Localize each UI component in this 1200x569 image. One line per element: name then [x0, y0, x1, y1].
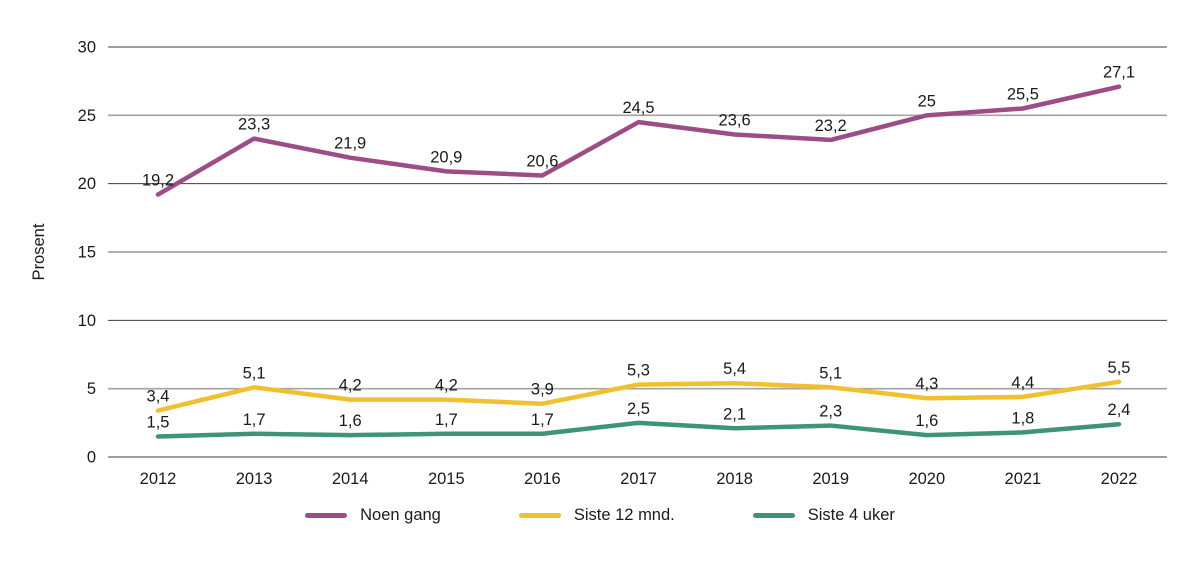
data-label-series0-2017: 24,5 — [622, 99, 654, 117]
series-line-1 — [155, 379, 1122, 413]
x-tick-label-2018: 2018 — [716, 470, 753, 488]
y-tick-label-15: 15 — [78, 244, 96, 262]
data-label-series2-2016: 1,7 — [531, 411, 554, 429]
data-label-series1-2013: 5,1 — [243, 364, 266, 382]
data-label-series2-2015: 1,7 — [435, 411, 458, 429]
data-label-series2-2022: 2,4 — [1108, 401, 1131, 419]
data-label-series2-2018: 2,1 — [723, 405, 746, 423]
data-label-series1-2016: 3,9 — [531, 381, 554, 399]
data-label-series0-2021: 25,5 — [1007, 86, 1039, 104]
data-label-series2-2013: 1,7 — [243, 411, 266, 429]
x-tick-label-2015: 2015 — [428, 470, 465, 488]
series-line-2 — [155, 420, 1122, 439]
data-label-series1-2021: 4,4 — [1011, 374, 1034, 392]
data-label-series1-2018: 5,4 — [723, 360, 746, 378]
y-tick-label-0: 0 — [87, 449, 96, 467]
legend-label-siste-12-mnd: Siste 12 mnd. — [573, 506, 675, 524]
y-tick-label-10: 10 — [78, 312, 96, 330]
data-label-series1-2022: 5,5 — [1108, 359, 1131, 377]
data-label-series2-2012: 1,5 — [147, 414, 170, 432]
x-tick-label-2021: 2021 — [1005, 470, 1042, 488]
legend-swatch-siste-12-mnd — [518, 513, 561, 518]
series-line-0 — [155, 84, 1122, 197]
x-tick-label-2012: 2012 — [140, 470, 177, 488]
legend-item-siste-4-uker: Siste 4 uker — [752, 506, 895, 525]
data-label-series2-2014: 1,6 — [339, 412, 362, 430]
data-label-series1-2017: 5,3 — [627, 362, 650, 380]
x-tick-label-2017: 2017 — [620, 470, 657, 488]
data-label-series0-2012: 19,2 — [142, 172, 174, 190]
data-label-series2-2019: 2,3 — [819, 403, 842, 421]
legend-swatch-siste-4-uker — [752, 513, 795, 518]
data-label-series2-2020: 1,6 — [915, 412, 938, 430]
data-label-series0-2014: 21,9 — [334, 135, 366, 153]
x-tick-label-2020: 2020 — [908, 470, 945, 488]
data-label-series0-2015: 20,9 — [430, 148, 462, 166]
legend-item-siste-12-mnd: Siste 12 mnd. — [518, 506, 675, 525]
legend-item-noen-gang: Noen gang — [305, 506, 441, 525]
data-label-series1-2019: 5,1 — [819, 364, 842, 382]
y-tick-label-30: 30 — [78, 39, 96, 57]
legend-swatch-noen-gang — [305, 513, 348, 518]
x-tick-label-2022: 2022 — [1101, 470, 1138, 488]
data-label-series0-2022: 27,1 — [1103, 64, 1135, 82]
data-label-series1-2020: 4,3 — [915, 375, 938, 393]
legend-label-siste-4-uker: Siste 4 uker — [807, 506, 895, 524]
data-label-series0-2016: 20,6 — [526, 152, 558, 170]
data-label-series2-2017: 2,5 — [627, 400, 650, 418]
y-tick-label-20: 20 — [78, 175, 96, 193]
data-label-series0-2020: 25 — [918, 92, 936, 110]
data-label-series1-2014: 4,2 — [339, 377, 362, 395]
x-tick-label-2019: 2019 — [812, 470, 849, 488]
y-axis-title: Prosent — [30, 223, 48, 280]
data-label-series1-2015: 4,2 — [435, 377, 458, 395]
y-tick-label-5: 5 — [87, 380, 96, 398]
data-label-series0-2013: 23,3 — [238, 116, 270, 134]
data-label-series0-2018: 23,6 — [719, 111, 751, 129]
y-tick-label-25: 25 — [78, 107, 96, 125]
x-tick-label-2013: 2013 — [236, 470, 273, 488]
chart-legend: Noen gang Siste 12 mnd. Siste 4 uker — [0, 506, 1200, 525]
x-tick-label-2014: 2014 — [332, 470, 369, 488]
data-label-series2-2021: 1,8 — [1011, 409, 1034, 427]
data-label-series1-2012: 3,4 — [147, 388, 170, 406]
data-label-series0-2019: 23,2 — [815, 117, 847, 135]
legend-label-noen-gang: Noen gang — [360, 506, 441, 524]
x-tick-label-2016: 2016 — [524, 470, 561, 488]
